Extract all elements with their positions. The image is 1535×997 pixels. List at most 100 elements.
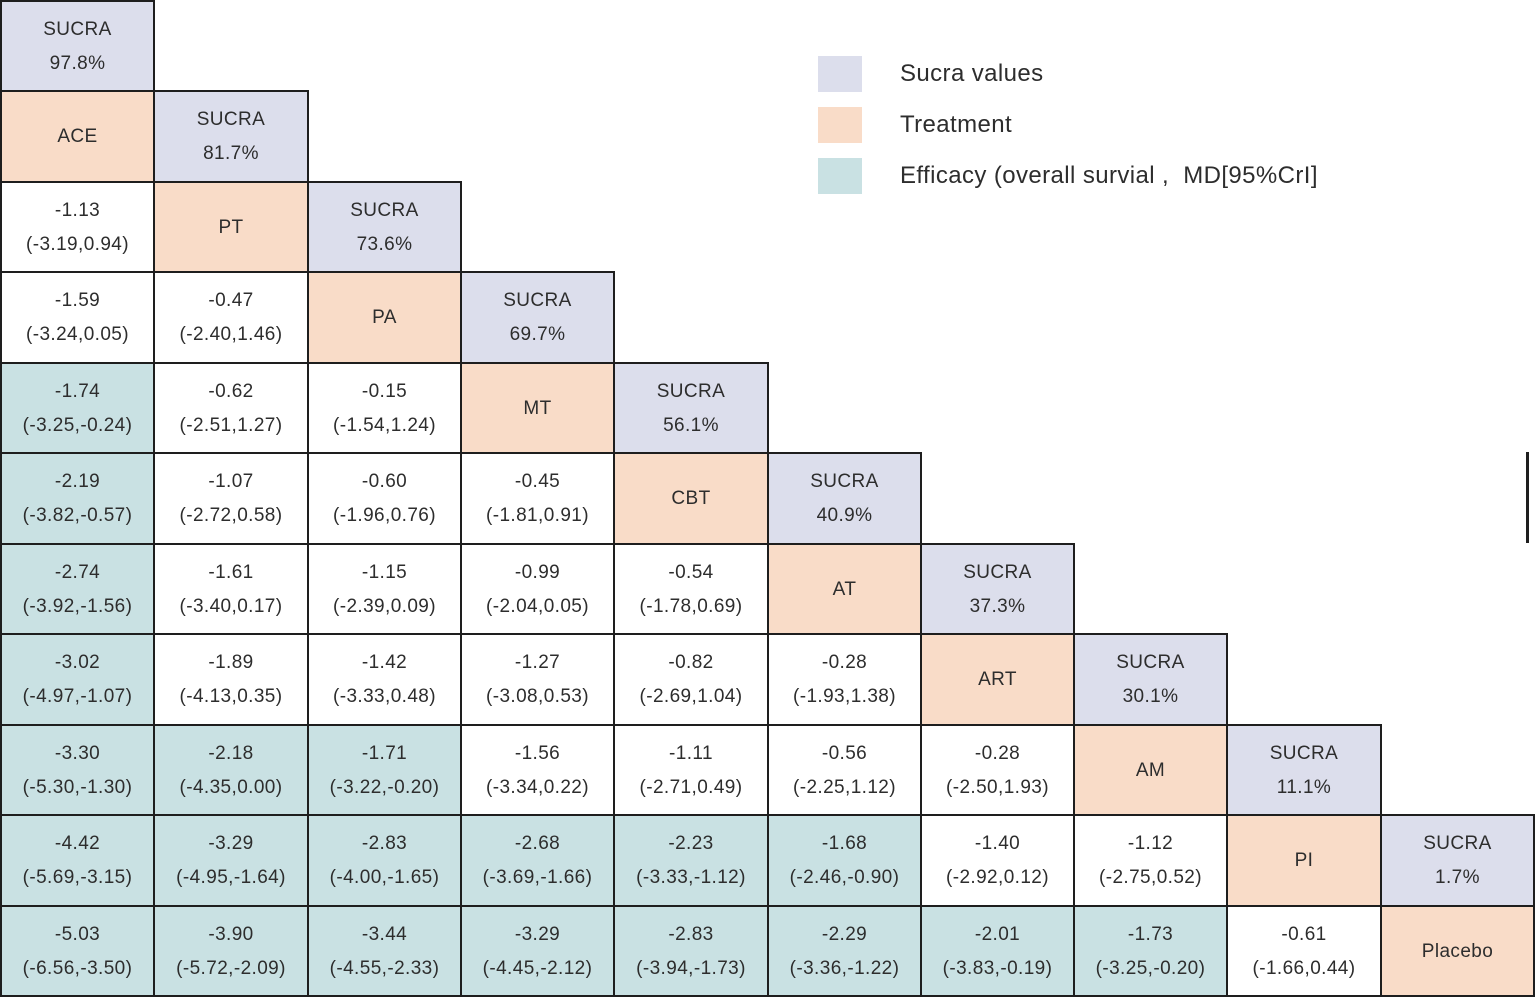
md-value: -1.68 (821, 833, 868, 854)
comparison-cell: -1.15 (-2.39,0.09) (307, 543, 462, 635)
sucra-value: 40.9% (816, 505, 873, 526)
sucra-cell: SUCRA 37.3% (920, 543, 1075, 635)
md-value: -2.18 (208, 742, 254, 764)
comparison-cell: -4.42 (-5.69,-3.15) (0, 814, 155, 907)
md-ci: (-3.33,-1.12) (636, 867, 746, 888)
md-ci: (-5.30,-1.30) (22, 776, 133, 798)
md-value: -0.45 (514, 471, 561, 492)
md-value: -1.12 (1127, 833, 1174, 854)
treatment-cell: PI (1226, 814, 1382, 907)
sucra-title: SUCRA (43, 18, 112, 40)
comparison-cell: -3.29 (-4.45,-2.12) (460, 905, 615, 997)
md-value: -1.07 (208, 471, 254, 492)
md-value: -3.02 (54, 652, 101, 673)
comparison-cell: -2.18 (-4.35,0.00) (153, 724, 309, 816)
md-ci: (-4.45,-2.12) (482, 957, 593, 979)
legend-item-efficacy: Efficacy (overall survial , MD[95%CrI] (818, 158, 1318, 194)
treatment-cell: ART (920, 633, 1075, 726)
md-value: -2.83 (361, 833, 408, 854)
sucra-title: SUCRA (503, 290, 572, 311)
md-ci: (-2.46,-0.90) (789, 867, 900, 888)
comparison-cell: -2.19 (-3.82,-0.57) (0, 452, 155, 545)
md-ci: (-2.25,1.12) (792, 776, 897, 798)
comparison-cell: -1.89 (-4.13,0.35) (153, 633, 309, 726)
comparison-cell: -2.01 (-3.83,-0.19) (920, 905, 1075, 997)
md-value: -2.01 (974, 923, 1021, 945)
treatment-cell: Placebo (1380, 905, 1535, 997)
md-ci: (-4.97,-1.07) (22, 686, 133, 707)
md-value: -1.27 (514, 652, 561, 673)
comparison-cell: -1.27 (-3.08,0.53) (460, 633, 615, 726)
comparison-cell: -1.71 (-3.22,-0.20) (307, 724, 462, 816)
md-ci: (-5.69,-3.15) (22, 867, 133, 888)
md-value: -2.68 (514, 833, 561, 854)
md-value: -0.28 (821, 652, 868, 673)
md-ci: (-3.24,0.05) (25, 324, 130, 345)
treatment-cell: AM (1073, 724, 1228, 816)
sucra-cell: SUCRA 97.8% (0, 0, 155, 92)
comparison-cell: -1.73 (-3.25,-0.20) (1073, 905, 1228, 997)
md-value: -0.99 (514, 561, 561, 583)
sucra-title: SUCRA (810, 471, 879, 492)
treatment-name: Placebo (1421, 940, 1494, 962)
comparison-cell: -2.23 (-3.33,-1.12) (613, 814, 769, 907)
md-value: -2.74 (54, 561, 101, 583)
sucra-value: 1.7% (1435, 867, 1480, 888)
comparison-cell: -0.47 (-2.40,1.46) (153, 271, 309, 364)
sucra-title: SUCRA (1269, 742, 1339, 764)
md-value: -3.29 (514, 923, 561, 945)
comparison-cell: -1.11 (-2.71,0.49) (613, 724, 769, 816)
sucra-title: SUCRA (1116, 652, 1185, 673)
comparison-cell: -3.02 (-4.97,-1.07) (0, 633, 155, 726)
md-value: -3.44 (361, 923, 408, 945)
treatment-name: AM (1135, 759, 1166, 781)
md-value: -0.62 (208, 380, 254, 402)
md-ci: (-3.36,-1.22) (789, 957, 900, 979)
md-ci: (-3.94,-1.73) (636, 957, 746, 979)
sucra-cell: SUCRA 73.6% (307, 181, 462, 273)
md-ci: (-4.35,0.00) (179, 776, 283, 798)
comparison-cell: -0.45 (-1.81,0.91) (460, 452, 615, 545)
comparison-cell: -1.42 (-3.33,0.48) (307, 633, 462, 726)
treatment-name: ACE (57, 126, 98, 147)
comparison-cell: -3.30 (-5.30,-1.30) (0, 724, 155, 816)
comparison-cell: -1.59 (-3.24,0.05) (0, 271, 155, 364)
md-value: -1.74 (54, 380, 101, 402)
md-value: -0.61 (1281, 923, 1327, 945)
sucra-title: SUCRA (350, 199, 419, 221)
md-value: -0.54 (668, 561, 714, 583)
md-ci: (-1.93,1.38) (792, 686, 897, 707)
md-ci: (-2.04,0.05) (485, 595, 590, 617)
md-ci: (-3.22,-0.20) (329, 776, 440, 798)
sucra-value: 81.7% (203, 143, 259, 164)
sucra-value: 30.1% (1122, 686, 1179, 707)
comparison-cell: -0.56 (-2.25,1.12) (767, 724, 922, 816)
legend-label-efficacy: Efficacy (overall survial , MD[95%CrI] (900, 162, 1318, 189)
comparison-cell: -5.03 (-6.56,-3.50) (0, 905, 155, 997)
md-ci: (-2.72,0.58) (179, 505, 283, 526)
comparison-cell: -1.40 (-2.92,0.12) (920, 814, 1075, 907)
comparison-cell: -1.13 (-3.19,0.94) (0, 181, 155, 273)
md-value: -0.60 (361, 471, 408, 492)
md-ci: (-2.92,0.12) (945, 867, 1050, 888)
treatment-cell: PA (307, 271, 462, 364)
sucra-value: 69.7% (509, 324, 566, 345)
md-ci: (-3.33,0.48) (332, 686, 437, 707)
md-ci: (-3.69,-1.66) (482, 867, 593, 888)
md-ci: (-1.96,0.76) (332, 505, 437, 526)
md-ci: (-3.83,-0.19) (942, 957, 1053, 979)
md-ci: (-2.40,1.46) (179, 324, 283, 345)
comparison-cell: -2.83 (-3.94,-1.73) (613, 905, 769, 997)
treatment-name: CBT (671, 488, 711, 509)
md-value: -3.29 (208, 833, 254, 854)
sucra-title: SUCRA (656, 380, 726, 402)
sucra-value: 56.1% (663, 414, 719, 436)
comparison-cell: -1.12 (-2.75,0.52) (1073, 814, 1228, 907)
md-value: -1.56 (514, 742, 561, 764)
md-ci: (-3.92,-1.56) (22, 595, 133, 617)
md-value: -4.42 (54, 833, 101, 854)
comparison-cell: -0.99 (-2.04,0.05) (460, 543, 615, 635)
comparison-cell: -1.07 (-2.72,0.58) (153, 452, 309, 545)
sucra-cell: SUCRA 69.7% (460, 271, 615, 364)
